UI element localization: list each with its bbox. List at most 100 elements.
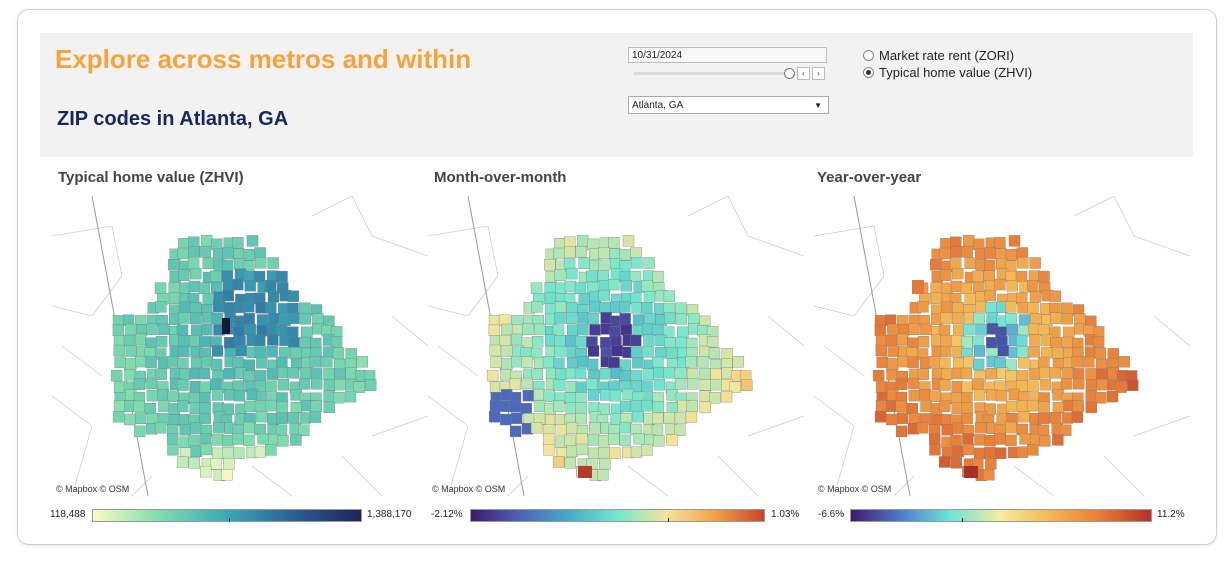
zip-region [488,324,501,337]
date-slider-track[interactable] [633,72,789,75]
zip-region [586,281,599,294]
zip-region [973,238,985,251]
zip-region [641,302,653,314]
zip-region [677,326,689,339]
zip-region [287,290,300,302]
zip-region [940,269,952,281]
zip-region [1072,368,1085,380]
zip-region [597,469,609,481]
zip-region [897,324,910,336]
zip-region [554,312,566,324]
zip-region [189,402,201,414]
zip-region [950,236,962,248]
zip-region [1008,235,1021,247]
zip-region [653,366,665,379]
zip-region [1115,381,1127,393]
zip-region [675,302,687,314]
zip-region [509,400,521,413]
zip-region [961,412,973,425]
zip-region [974,447,986,460]
zip-region [158,323,170,336]
zip-region [531,368,543,380]
zip-region [619,421,631,434]
zip-region [577,312,590,324]
zip-region [983,469,995,481]
radio-typical-home-value[interactable]: Typical home value (ZHVI) [863,65,1033,81]
zip-region [146,389,159,402]
next-date-button[interactable]: › [812,67,825,80]
zip-region [299,313,312,325]
metro-select[interactable]: Atlanta, GA ▼ [628,96,829,114]
zip-region [344,390,357,403]
map-attribution[interactable]: © Mapbox © OSM [432,484,506,494]
mom-map[interactable]: © Mapbox © OSM [428,196,804,496]
zip-region [1030,312,1042,325]
radio-market-rate-rent[interactable]: Market rate rent (ZORI) [863,48,1033,64]
zip-region [177,247,189,260]
zip-region [986,389,998,401]
yoy-map[interactable]: © Mapbox © OSM [814,196,1190,496]
zip-region [576,433,588,445]
previous-date-button[interactable]: ‹ [797,67,810,80]
zip-region [675,313,688,325]
date-input[interactable]: 10/31/2024 [628,47,827,63]
zip-region [1038,356,1050,369]
legend-tick [229,518,230,522]
zip-regions [110,234,377,481]
zip-region [200,443,213,456]
zip-region [1039,366,1051,379]
zip-region [641,444,653,456]
zip-region [952,357,965,370]
map-attribution[interactable]: © Mapbox © OSM [818,484,892,494]
zip-region [112,324,125,337]
zip-region [209,378,222,390]
zip-region [1085,368,1097,380]
zip-region [254,446,267,458]
zip-region [630,334,642,347]
map-attribution[interactable]: © Mapbox © OSM [56,484,130,494]
zip-region [699,401,711,414]
date-slider-handle[interactable] [784,68,795,79]
radio-circle-icon [863,50,874,61]
zip-region [222,247,234,259]
zip-region [222,447,234,459]
zip-region [553,400,565,412]
zip-region [221,469,233,481]
zip-region [994,278,1006,291]
zip-region [1016,400,1029,412]
zip-region [256,410,268,423]
zip-region [575,381,588,393]
zip-region [310,400,322,412]
zip-region [134,333,147,346]
zip-region [630,400,643,412]
zip-region [975,422,987,434]
zip-region [554,238,566,250]
zip-region [906,403,918,415]
zhvi-map[interactable]: © Mapbox © OSM [52,196,428,496]
zip-region [298,378,311,390]
zhvi-color-legend [92,509,362,522]
zip-region [1037,324,1050,336]
zip-region [952,445,964,458]
zip-region [598,403,610,415]
zip-region [201,323,213,336]
zip-region [928,356,941,368]
zip-region [267,257,279,269]
zip-region [1095,392,1107,404]
zip-region [599,302,611,314]
zip-region [243,301,255,313]
legend-max-label: 1,388,170 [367,509,412,520]
chevron-right-icon: › [817,68,820,78]
zip-region [643,334,655,346]
zip-region [1073,378,1085,390]
zip-region [178,301,191,313]
zip-region [223,368,236,380]
zip-region [995,248,1007,260]
zip-region [499,334,512,347]
zip-region [133,378,146,390]
zip-region [963,312,976,324]
zip-region [699,390,711,402]
zip-region [189,335,201,347]
zip-region [896,412,909,424]
zip-region [1096,378,1108,391]
